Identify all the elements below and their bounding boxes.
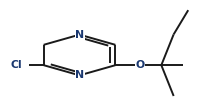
Text: N: N (75, 70, 84, 80)
Text: Cl: Cl (11, 60, 22, 70)
Text: O: O (136, 60, 145, 70)
Text: N: N (75, 30, 84, 40)
